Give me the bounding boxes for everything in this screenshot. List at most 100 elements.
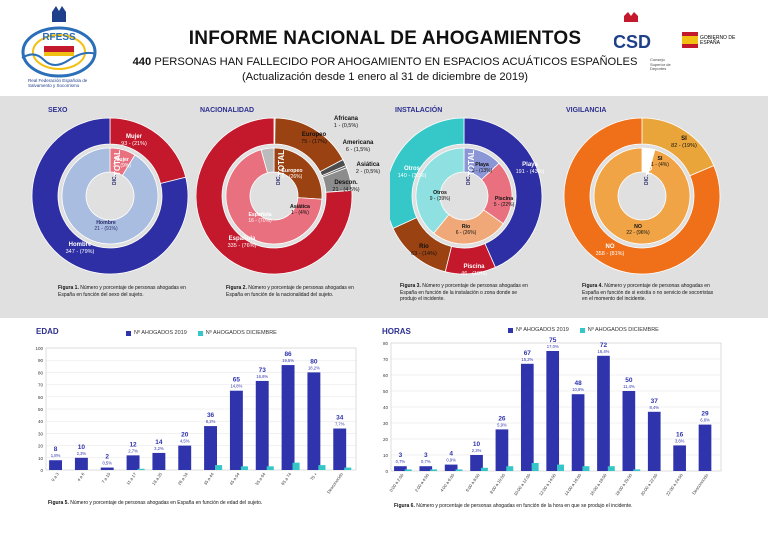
gobierno-flag-icon <box>682 32 698 48</box>
edad-percent-label: 4,5% <box>180 439 190 444</box>
label-value: 6 - (1,5%) <box>346 147 370 153</box>
page-subtitle: 440 PERSONAS HAN FALLECIDO POR AHOGAMIEN… <box>120 56 650 68</box>
horas-ytick-label: 30 <box>383 421 389 426</box>
nacionalidad-dic-slice-asiática <box>260 147 275 174</box>
instalacion-total-ring-title: TOTAL <box>467 150 476 176</box>
label-value: 9 - (39%) <box>430 196 451 202</box>
horas-bar-2019 <box>495 429 509 471</box>
horas-percent-label: 6,6% <box>700 418 710 423</box>
horas-value-label: 75 <box>549 337 557 344</box>
figure-5-text: Número y porcentaje de personas ahogadas… <box>70 500 263 506</box>
horas-value-label: 26 <box>498 415 506 422</box>
vigilancia-total-slice-no <box>563 117 721 275</box>
label-value: 75 - (17%) <box>301 139 327 145</box>
label-value: 6 - (26%) <box>282 174 303 180</box>
instalacion-dic-slice-otros <box>415 147 465 234</box>
rfess-logo-ring <box>21 26 97 78</box>
horas-percent-label: 16,4% <box>598 349 610 354</box>
edad-bar-diciembre <box>292 462 300 470</box>
horas-bar-diciembre <box>455 469 463 471</box>
edad-ytick-label: 60 <box>38 395 44 400</box>
label-name: SI <box>658 156 663 162</box>
label-value: 1 - (4%) <box>291 210 309 216</box>
rfess-logo-crown-icon <box>52 6 66 22</box>
horas-bar-diciembre <box>633 469 641 471</box>
horas-percent-label: 11,4% <box>623 384 635 389</box>
label-name: Mujer <box>115 157 129 163</box>
label-name: Asiática <box>356 162 380 168</box>
edad-bar-2019 <box>307 372 321 470</box>
edad-percent-label: 0,5% <box>102 461 112 466</box>
label-name: Otros <box>404 166 421 172</box>
horas-bar-2019 <box>571 394 585 471</box>
section-nacionalidad-label: NACIONALIDAD <box>200 107 255 114</box>
figure-1-caption: Figura 1. Número y porcentaje de persona… <box>58 285 186 298</box>
figure-3-text: Número y porcentaje de personas ahogadas… <box>400 283 528 303</box>
edad-bar-2019 <box>255 380 269 470</box>
horas-value-label: 67 <box>524 350 532 357</box>
label-value: 191 - (43%) <box>516 169 545 175</box>
horas-bar-2019 <box>394 466 407 471</box>
edad-bar-2019 <box>49 460 63 470</box>
label-value: 2 - (9%) <box>113 163 131 169</box>
horas-value-label: 48 <box>574 380 582 387</box>
edad-value-label: 14 <box>155 439 163 446</box>
figure-6-caption: Figura 6. Número y porcentaje de persona… <box>394 503 724 510</box>
subtitle-count: 440 <box>132 56 152 68</box>
label-value: 2 - (0,5%) <box>356 169 380 175</box>
legend-label-diciembre: Nº AHOGADOS DICIEMBRE <box>587 327 659 333</box>
edad-category-label: 18 a 25 <box>151 471 163 486</box>
section-sexo-label: SEXO <box>48 107 68 114</box>
label-name: Hombre <box>96 220 116 226</box>
edad-ytick-label: 0 <box>40 468 43 473</box>
horas-percent-label: 5,9% <box>497 422 507 427</box>
horas-ytick-label: 10 <box>383 453 389 458</box>
horas-bar-2019 <box>673 445 686 471</box>
horas-bar-diciembre <box>506 466 514 471</box>
label-name: Europeo <box>302 132 327 138</box>
label-name: SI <box>681 136 687 142</box>
edad-category-label: 45 a 54 <box>228 471 240 486</box>
horas-bar-2019 <box>470 455 483 471</box>
horas-bar-diciembre <box>557 464 565 471</box>
figure-6-number: Figura 6. <box>394 503 415 509</box>
horas-ytick-label: 0 <box>385 469 388 474</box>
edad-bar-diciembre <box>266 466 274 470</box>
label-name: Otros <box>433 190 447 196</box>
edad-value-label: 34 <box>336 415 344 422</box>
figure-5-number: Figura 5. <box>48 500 69 506</box>
nacionalidad-total-slice-española <box>196 117 353 275</box>
legend-label-diciembre: Nº AHOGADOS DICIEMBRE <box>205 330 277 336</box>
horas-category-label: 8:00 a 10:00 <box>489 472 507 494</box>
edad-category-label: 65 a 74 <box>280 471 292 486</box>
vigilancia-dic-ring-title: DIC. <box>644 174 650 185</box>
label-name: Asiática <box>290 204 310 210</box>
horas-category-label: 20:00 a 22:00 <box>640 472 659 496</box>
label-value: 21 - (4,5%) <box>332 187 359 193</box>
label-name: NO <box>606 244 615 250</box>
horas-ytick-label: 80 <box>383 341 389 346</box>
horas-percent-label: 0,7% <box>396 459 406 464</box>
edad-value-label: 2 <box>105 454 109 461</box>
label-name: Río <box>419 244 429 250</box>
sexo-dic-ring-title: DIC. <box>112 174 118 185</box>
horas-category-label: 22:00 a 24:00 <box>665 472 684 496</box>
edad-percent-label: 3,2% <box>154 446 164 451</box>
label-value: 1 - (0,5%) <box>334 123 358 129</box>
legend-label-2019: Nº AHOGADOS 2019 <box>134 330 187 336</box>
update-range: (Actualización desde 1 enero al 31 de di… <box>241 71 529 83</box>
edad-bar-diciembre <box>240 466 248 470</box>
edad-ytick-label: 40 <box>38 419 44 424</box>
label-value: 335 - (76%) <box>228 243 257 249</box>
